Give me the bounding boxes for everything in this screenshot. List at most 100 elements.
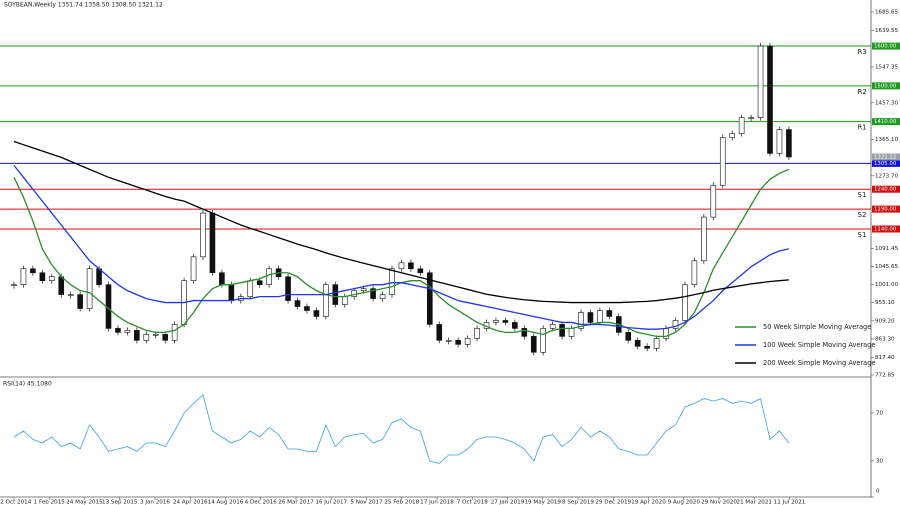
last-price-label: 1321.12 [874,154,896,160]
candle [30,268,36,274]
level-label: R2 [857,88,866,96]
candle [767,45,773,154]
x-tick-label: 9 Aug 2020 [668,500,701,505]
candle [48,276,55,281]
level-tag-label: 1190.00 [874,207,897,213]
candle [124,330,131,333]
level-tag-label: 1240.00 [874,187,897,193]
candle [209,212,216,274]
rsi-line [13,394,790,464]
candle [748,117,754,119]
candle [682,284,688,321]
candle [559,324,565,337]
x-tick-label: 8 Sep 2019 [562,500,594,505]
candle [493,320,499,323]
candle [152,334,159,336]
level-tag [872,82,900,90]
x-tick-label: 1 Feb 2015 [34,500,66,505]
x-tick-label: 19 May 2019 [525,500,562,505]
y-tick-label: 1273.70 [875,173,899,179]
candle [398,262,405,270]
candle [332,284,339,305]
candle [77,294,83,309]
level-tag [872,118,900,126]
x-tick-label: 27 Jan 2019 [491,500,525,505]
candle [729,133,736,138]
level-label: R1 [857,124,866,132]
candle [776,129,783,154]
level-tag-label: 1305.00 [874,161,897,167]
last-price-tag [872,153,900,161]
chart-header: SOYBEAN,Weekly 1351.74 1358.50 1308.50 1… [4,2,163,9]
candle [171,324,178,341]
candle [247,280,254,297]
candle [200,212,206,258]
candle [691,260,698,285]
y-tick-label: 1045.65 [875,264,899,270]
level-label: S1 [858,231,867,239]
candle [190,256,197,281]
x-tick-label: 13 Sep 2015 [102,500,138,505]
candle [143,334,150,341]
candle [644,346,650,349]
candle [11,284,17,286]
level-tag-label: 1410.00 [874,119,897,125]
candle [568,328,575,337]
candle [162,334,168,341]
x-tick-label: 29 Dec 2019 [595,500,631,505]
level-tag-label: 1600.00 [874,44,897,50]
candle [294,300,301,307]
candle [540,328,547,353]
level-tag-label: 1140.00 [874,226,897,232]
candle [738,117,745,134]
candle [256,280,263,285]
x-tick-label: 25 Feb 2018 [384,500,419,505]
rsi-tick-label: 0 [876,489,880,495]
candle [530,336,537,353]
candle [719,137,726,186]
candle [341,296,348,305]
candle [606,310,613,317]
candle [417,268,424,274]
x-tick-label: 5 Nov 2017 [350,500,383,505]
candle [20,268,27,285]
candle [96,268,102,285]
candle [266,268,272,285]
x-tick-label: 24 Apr 2016 [173,500,208,505]
candle [86,268,93,309]
candle [219,272,225,285]
x-tick-label: 26 Mar 2017 [278,500,314,505]
y-tick-label: 1547.35 [875,64,899,70]
legend-label: 200 Week Simple Moving Average [763,359,875,367]
y-tick-label: 863.30 [875,337,895,343]
y-tick-label: 1365.10 [875,137,899,143]
candle [625,332,632,341]
candle [672,320,679,329]
y-tick-label: 1457.30 [875,100,899,106]
level-tag [872,185,900,193]
candle [502,320,509,323]
candle [653,338,660,349]
candle [474,328,480,339]
candle [228,284,235,301]
candle [521,328,528,337]
x-tick-label: 16 Jul 2017 [315,500,347,505]
candle [408,262,414,270]
level-label: S2 [858,211,867,219]
rsi-label: RSI(14) 45.1080 [3,381,52,388]
candle [426,272,433,325]
x-tick-label: 21 Mar 2021 [737,500,773,505]
candle [436,324,443,341]
legend-label: 100 Week Simple Moving Average [763,341,875,349]
x-tick-label: 24 May 2015 [66,500,103,505]
level-tag [872,225,900,233]
y-tick-label: 1091.45 [875,246,899,252]
candle [512,322,518,329]
x-tick-label: 14 Aug 2016 [208,500,244,505]
level-label: S1 [858,191,867,199]
x-tick-label: 19 Apr 2020 [631,500,666,505]
candle [587,312,594,323]
candle [115,328,121,333]
